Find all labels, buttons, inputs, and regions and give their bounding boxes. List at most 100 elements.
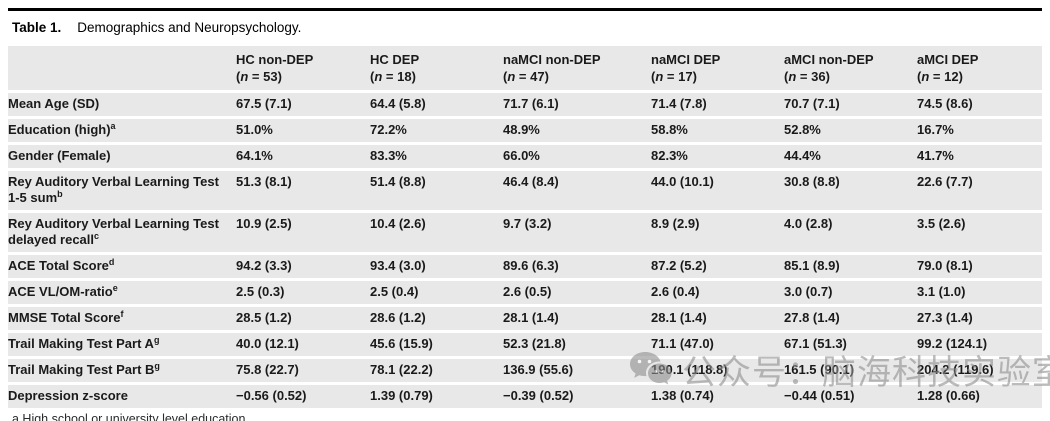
table-cell: 3.1 (1.0) <box>917 279 1042 307</box>
table-cell: 85.1 (8.9) <box>784 253 917 281</box>
table-cell: 2.5 (0.3) <box>236 279 370 307</box>
column-header-namci-dep: naMCI DEP (n = 17) <box>651 46 784 93</box>
table-cell: 58.8% <box>651 117 784 145</box>
table-cell: 70.7 (7.1) <box>784 91 917 119</box>
table-cell: 136.9 (55.6) <box>503 357 651 385</box>
column-name: HC DEP <box>370 52 420 67</box>
table-cell: 52.8% <box>784 117 917 145</box>
row-label-cell: MMSE Total Scoref <box>8 305 236 333</box>
table-cell: 161.5 (90.1) <box>784 357 917 385</box>
table-cell: 4.0 (2.8) <box>784 211 917 255</box>
column-n: (n = 17) <box>651 69 697 84</box>
table-cell: 44.4% <box>784 143 917 171</box>
footnote-marker: d <box>108 257 115 267</box>
header-row: HC non-DEP (n = 53) HC DEP (n = 18) naMC… <box>8 46 1042 93</box>
row-label-cell: Rey Auditory Verbal Learning Test delaye… <box>8 211 236 255</box>
row-label: Depression z-score <box>8 388 128 403</box>
table-cell: −0.39 (0.52) <box>503 383 651 411</box>
row-label-cell: ACE VL/OM-ratioe <box>8 279 236 307</box>
column-name: naMCI non-DEP <box>503 52 601 67</box>
table-cell: 8.9 (2.9) <box>651 211 784 255</box>
table-cell: 67.5 (7.1) <box>236 91 370 119</box>
table-top-rule <box>8 8 1042 11</box>
row-label: MMSE Total Score <box>8 310 121 325</box>
footnote-marker: e <box>112 283 118 293</box>
table-cell: 79.0 (8.1) <box>917 253 1042 281</box>
table-cell: 82.3% <box>651 143 784 171</box>
row-label: Trail Making Test Part B <box>8 362 155 377</box>
table-cell: 1.28 (0.66) <box>917 383 1042 411</box>
row-label: Rey Auditory Verbal Learning Test 1-5 su… <box>8 174 219 205</box>
table-cell: 30.8 (8.8) <box>784 169 917 213</box>
table-row: ACE VL/OM-ratioe 2.5 (0.3) 2.5 (0.4) 2.6… <box>8 279 1042 307</box>
row-label-cell: ACE Total Scored <box>8 253 236 281</box>
table-cell: 51.3 (8.1) <box>236 169 370 213</box>
column-n: (n = 12) <box>917 69 963 84</box>
table-cell: 9.7 (3.2) <box>503 211 651 255</box>
column-n: (n = 18) <box>370 69 416 84</box>
column-name: aMCI non-DEP <box>784 52 874 67</box>
table-cell: 71.7 (6.1) <box>503 91 651 119</box>
row-label: Education (high) <box>8 122 111 137</box>
footnote-marker: b <box>57 189 63 199</box>
column-header-amci-dep: aMCI DEP (n = 12) <box>917 46 1042 93</box>
table-cell: 64.1% <box>236 143 370 171</box>
table-cell: 22.6 (7.7) <box>917 169 1042 213</box>
table-cell: 99.2 (124.1) <box>917 331 1042 359</box>
column-name: aMCI DEP <box>917 52 979 67</box>
table-row: Trail Making Test Part Ag 40.0 (12.1) 45… <box>8 331 1042 359</box>
row-label: ACE VL/OM-ratio <box>8 284 113 299</box>
footnote-marker: c <box>94 231 100 241</box>
table-cell: 41.7% <box>917 143 1042 171</box>
row-label: Gender (Female) <box>8 148 111 163</box>
header-empty-cell <box>8 46 236 93</box>
table-row: Rey Auditory Verbal Learning Test 1-5 su… <box>8 169 1042 213</box>
table-cell: 74.5 (8.6) <box>917 91 1042 119</box>
table-cell: 3.0 (0.7) <box>784 279 917 307</box>
table-cell: 1.39 (0.79) <box>370 383 503 411</box>
table-cell: 83.3% <box>370 143 503 171</box>
table-cell: 75.8 (22.7) <box>236 357 370 385</box>
table-cell: 40.0 (12.1) <box>236 331 370 359</box>
footnote-marker: a <box>110 121 116 131</box>
row-label-cell: Mean Age (SD) <box>8 91 236 119</box>
table-cell: 2.6 (0.5) <box>503 279 651 307</box>
row-label-cell: Rey Auditory Verbal Learning Test 1-5 su… <box>8 169 236 213</box>
table-cell: 51.4 (8.8) <box>370 169 503 213</box>
table-cell: 10.9 (2.5) <box>236 211 370 255</box>
column-header-namci-nondep: naMCI non-DEP (n = 47) <box>503 46 651 93</box>
column-name: HC non-DEP <box>236 52 314 67</box>
table-cell: 16.7% <box>917 117 1042 145</box>
table-cell: 71.4 (7.8) <box>651 91 784 119</box>
demographics-table: HC non-DEP (n = 53) HC DEP (n = 18) naMC… <box>8 46 1042 411</box>
row-label-cell: Trail Making Test Part Bg <box>8 357 236 385</box>
table-cell: 52.3 (21.8) <box>503 331 651 359</box>
table-cell: 44.0 (10.1) <box>651 169 784 213</box>
table-row: Gender (Female) 64.1% 83.3% 66.0% 82.3% … <box>8 143 1042 171</box>
row-label: ACE Total Score <box>8 258 109 273</box>
column-header-hc-nondep: HC non-DEP (n = 53) <box>236 46 370 93</box>
column-name: naMCI DEP <box>651 52 721 67</box>
table-cell: 28.6 (1.2) <box>370 305 503 333</box>
row-label-cell: Depression z-score <box>8 383 236 411</box>
row-label-cell: Gender (Female) <box>8 143 236 171</box>
table-row: Education (high)a 51.0% 72.2% 48.9% 58.8… <box>8 117 1042 145</box>
table-cell: 66.0% <box>503 143 651 171</box>
table-cell: 67.1 (51.3) <box>784 331 917 359</box>
table-number: Table 1. <box>12 20 62 35</box>
table-cell: 204.2 (119.6) <box>917 357 1042 385</box>
table-cell: 46.4 (8.4) <box>503 169 651 213</box>
footnote-clipped: a High school or university level educat… <box>12 412 249 421</box>
table-caption: Table 1. Demographics and Neuropsychology… <box>12 19 1042 36</box>
column-n: (n = 47) <box>503 69 549 84</box>
table-cell: 28.1 (1.4) <box>503 305 651 333</box>
table-cell: 2.5 (0.4) <box>370 279 503 307</box>
table-cell: 1.38 (0.74) <box>651 383 784 411</box>
table-row: Depression z-score −0.56 (0.52) 1.39 (0.… <box>8 383 1042 411</box>
row-label-cell: Trail Making Test Part Ag <box>8 331 236 359</box>
table-cell: 48.9% <box>503 117 651 145</box>
column-header-hc-dep: HC DEP (n = 18) <box>370 46 503 93</box>
table-row: ACE Total Scored 94.2 (3.3) 93.4 (3.0) 8… <box>8 253 1042 281</box>
table-cell: 190.1 (118.8) <box>651 357 784 385</box>
